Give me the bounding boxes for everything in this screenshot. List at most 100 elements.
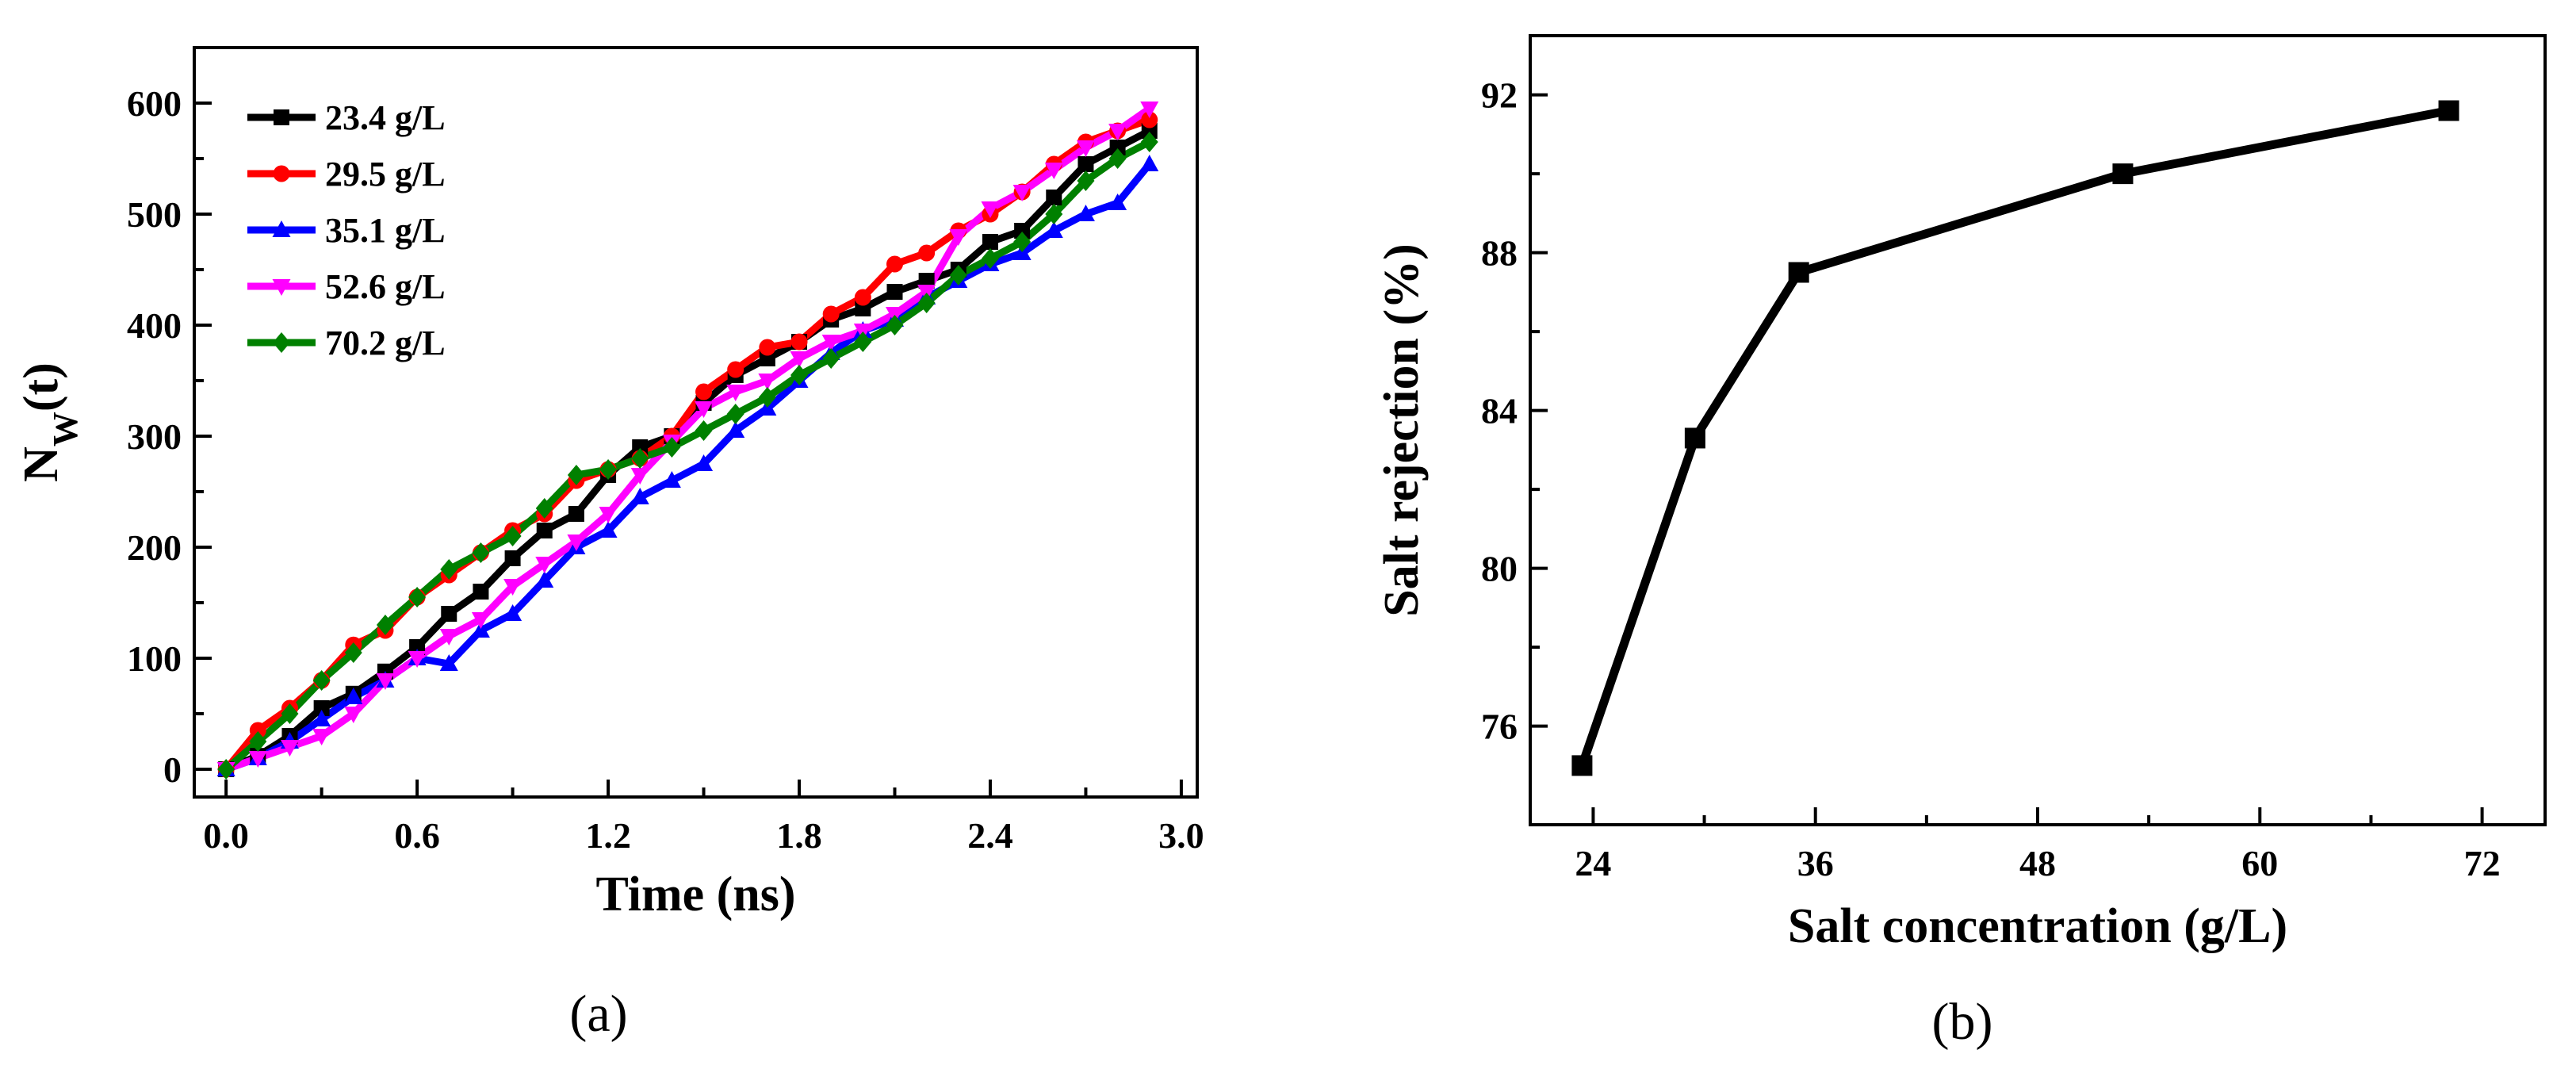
- data-point: [886, 315, 904, 335]
- panel-a-y-axis-title: NW(t): [14, 362, 85, 482]
- x-tick-label: 1.2: [585, 815, 631, 856]
- data-point: [854, 289, 871, 306]
- data-point: [1788, 262, 1809, 283]
- panel-b-series-markers: [1571, 100, 2459, 776]
- data-point: [1046, 190, 1062, 205]
- data-point: [1108, 148, 1127, 169]
- data-point: [1109, 140, 1126, 155]
- x-tick-label: 2.4: [967, 815, 1013, 856]
- data-point: [2438, 100, 2459, 121]
- panel-a-x-axis-title: Time (ns): [595, 868, 795, 921]
- data-point: [471, 621, 490, 638]
- data-point: [854, 331, 872, 352]
- data-point: [917, 293, 936, 313]
- legend-marker: [273, 165, 290, 182]
- data-point: [248, 751, 267, 768]
- data-point: [1077, 171, 1095, 191]
- panel-a-y-axis-title-subscript: W: [46, 412, 85, 446]
- x-tick-label: 60: [2241, 843, 2278, 883]
- y-tick-label: 88: [1481, 233, 1518, 274]
- data-point: [376, 673, 395, 690]
- panel-a-caption: (a): [569, 985, 627, 1043]
- legend-label: 70.2 g/L: [325, 324, 446, 362]
- panel-a-y-axis-title-main: N: [14, 446, 68, 482]
- data-point: [471, 612, 490, 629]
- data-point: [312, 710, 331, 726]
- data-point: [344, 707, 363, 723]
- y-tick-label: 76: [1481, 707, 1518, 747]
- data-point: [503, 579, 522, 596]
- y-tick-label: 400: [127, 305, 182, 346]
- data-point: [695, 420, 713, 441]
- data-point: [1076, 140, 1095, 157]
- legend-marker: [272, 279, 291, 296]
- x-tick-label: 0.6: [394, 815, 440, 856]
- data-point: [1012, 185, 1032, 201]
- legend-label: 35.1 g/L: [325, 211, 446, 250]
- data-point: [630, 488, 649, 504]
- data-point: [217, 759, 235, 780]
- y-tick-label: 300: [127, 416, 182, 457]
- data-point: [1141, 111, 1158, 128]
- data-point: [630, 468, 649, 485]
- data-point: [280, 740, 299, 757]
- panel-a-legend: 23.4 g/L 29.5 g/L 35.1 g/L 52.6 g/L 70.2 g/L: [247, 98, 446, 362]
- data-point: [662, 471, 681, 488]
- panel-a-y-axis-title-suffix: (t): [14, 362, 68, 412]
- panel-b-caption: (b): [1932, 993, 1993, 1051]
- data-point: [536, 523, 553, 538]
- data-point: [1077, 156, 1094, 172]
- data-point: [822, 348, 840, 369]
- data-point: [439, 654, 458, 671]
- panel-a-plot-frame: [193, 46, 1199, 799]
- x-tick-label: 36: [1797, 843, 1834, 883]
- data-point: [1108, 193, 1127, 210]
- data-point: [1044, 221, 1063, 238]
- panel-b-plot-frame: [1529, 34, 2547, 826]
- data-point: [567, 534, 586, 551]
- legend-label: 29.5 g/L: [325, 155, 446, 193]
- data-point: [726, 385, 745, 401]
- x-tick-label: 72: [2464, 843, 2501, 883]
- y-tick-label: 0: [163, 749, 182, 790]
- panel-a-water-flux-chart: 0.0 0.6 1.2 1.8 2.4 3.0 0 100 200 300 400 500 600 23…: [14, 46, 1204, 1043]
- data-point: [503, 604, 522, 621]
- y-tick-label: 80: [1481, 549, 1518, 589]
- data-point: [1076, 205, 1095, 221]
- x-tick-label: 48: [2019, 843, 2056, 883]
- x-tick-label: 1.8: [776, 815, 822, 856]
- y-tick-label: 200: [127, 527, 182, 568]
- data-point: [1571, 755, 1593, 776]
- data-point: [726, 421, 745, 438]
- data-point: [281, 703, 299, 724]
- data-point: [758, 387, 776, 408]
- panel-b-y-axis-title: Salt rejection (%): [1375, 243, 1429, 617]
- legend-marker: [273, 332, 290, 353]
- data-point: [1044, 163, 1063, 179]
- data-point: [790, 351, 809, 368]
- data-point: [472, 542, 490, 563]
- data-point: [440, 559, 458, 580]
- legend-label: 23.4 g/L: [325, 98, 446, 137]
- x-tick-label: 3.0: [1158, 815, 1204, 856]
- data-point: [981, 248, 999, 269]
- legend-marker: [272, 220, 291, 237]
- data-point: [503, 526, 522, 546]
- data-point: [1684, 427, 1705, 449]
- data-point: [727, 361, 744, 378]
- panel-b-x-axis-title: Salt concentration (g/L): [1788, 899, 2287, 953]
- data-point: [1140, 132, 1158, 152]
- data-point: [441, 606, 457, 622]
- data-point: [981, 201, 1000, 218]
- data-point: [2112, 163, 2134, 185]
- data-point: [886, 255, 903, 273]
- data-point: [695, 401, 714, 418]
- y-tick-label: 100: [127, 638, 182, 679]
- data-point: [949, 265, 967, 285]
- data-point: [663, 437, 681, 458]
- data-point: [439, 629, 458, 646]
- data-point: [312, 670, 331, 691]
- data-point: [1140, 102, 1159, 118]
- data-point: [249, 731, 267, 752]
